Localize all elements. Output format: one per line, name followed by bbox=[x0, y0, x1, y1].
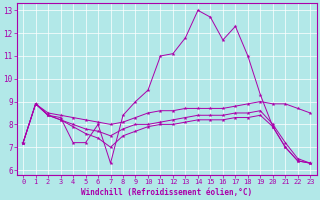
X-axis label: Windchill (Refroidissement éolien,°C): Windchill (Refroidissement éolien,°C) bbox=[81, 188, 252, 197]
